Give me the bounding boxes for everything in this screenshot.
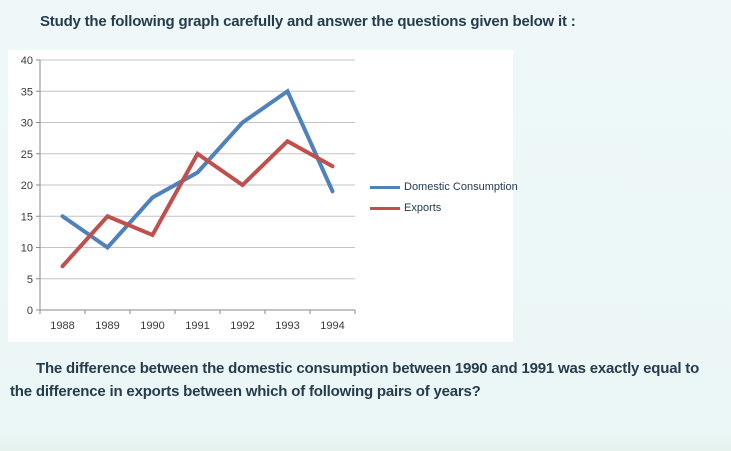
chart-panel: 0 5 10 15 20 25 30 35 40 1988 1989 1990 1991 1992 1993… xyxy=(8,50,518,342)
y-tick-label: 35 xyxy=(21,86,33,98)
series-line-domestic-consumption xyxy=(60,88,335,251)
y-tick-label: 5 xyxy=(27,274,33,286)
legend-label: Domestic Consumption xyxy=(404,181,518,193)
x-tick-label: 1994 xyxy=(320,320,344,332)
y-tick-label: 40 xyxy=(21,55,33,67)
y-tick-label: 10 xyxy=(21,243,33,255)
chart-legend: Domestic Consumption Exports xyxy=(370,181,518,214)
series-line-exports xyxy=(60,138,335,269)
y-tick-label: 15 xyxy=(21,211,33,223)
y-tick-label: 0 xyxy=(27,305,33,317)
x-tick-label: 1988 xyxy=(50,320,74,332)
legend-label: Exports xyxy=(404,202,442,214)
line-chart: 0 5 10 15 20 25 30 35 40 1988 1989 1990 1991 1992 1993… xyxy=(21,55,356,332)
y-tick-label: 20 xyxy=(21,180,33,192)
x-tick-label: 1991 xyxy=(185,320,209,332)
x-tick-label: 1993 xyxy=(275,320,299,332)
legend-line-swatch-red xyxy=(370,206,400,210)
y-tick-label: 25 xyxy=(21,149,33,161)
x-tick-label: 1990 xyxy=(140,320,164,332)
x-tick-label: 1992 xyxy=(230,320,254,332)
legend-item-domestic-consumption: Domestic Consumption xyxy=(370,181,518,193)
question-text: The difference between the domestic cons… xyxy=(10,360,700,400)
legend-line-swatch-blue xyxy=(370,185,400,189)
legend-item-exports: Exports xyxy=(370,202,518,214)
y-tick-label: 30 xyxy=(21,118,33,130)
instruction-text: Study the following graph carefully and … xyxy=(40,13,576,30)
x-tick-label: 1989 xyxy=(95,320,119,332)
